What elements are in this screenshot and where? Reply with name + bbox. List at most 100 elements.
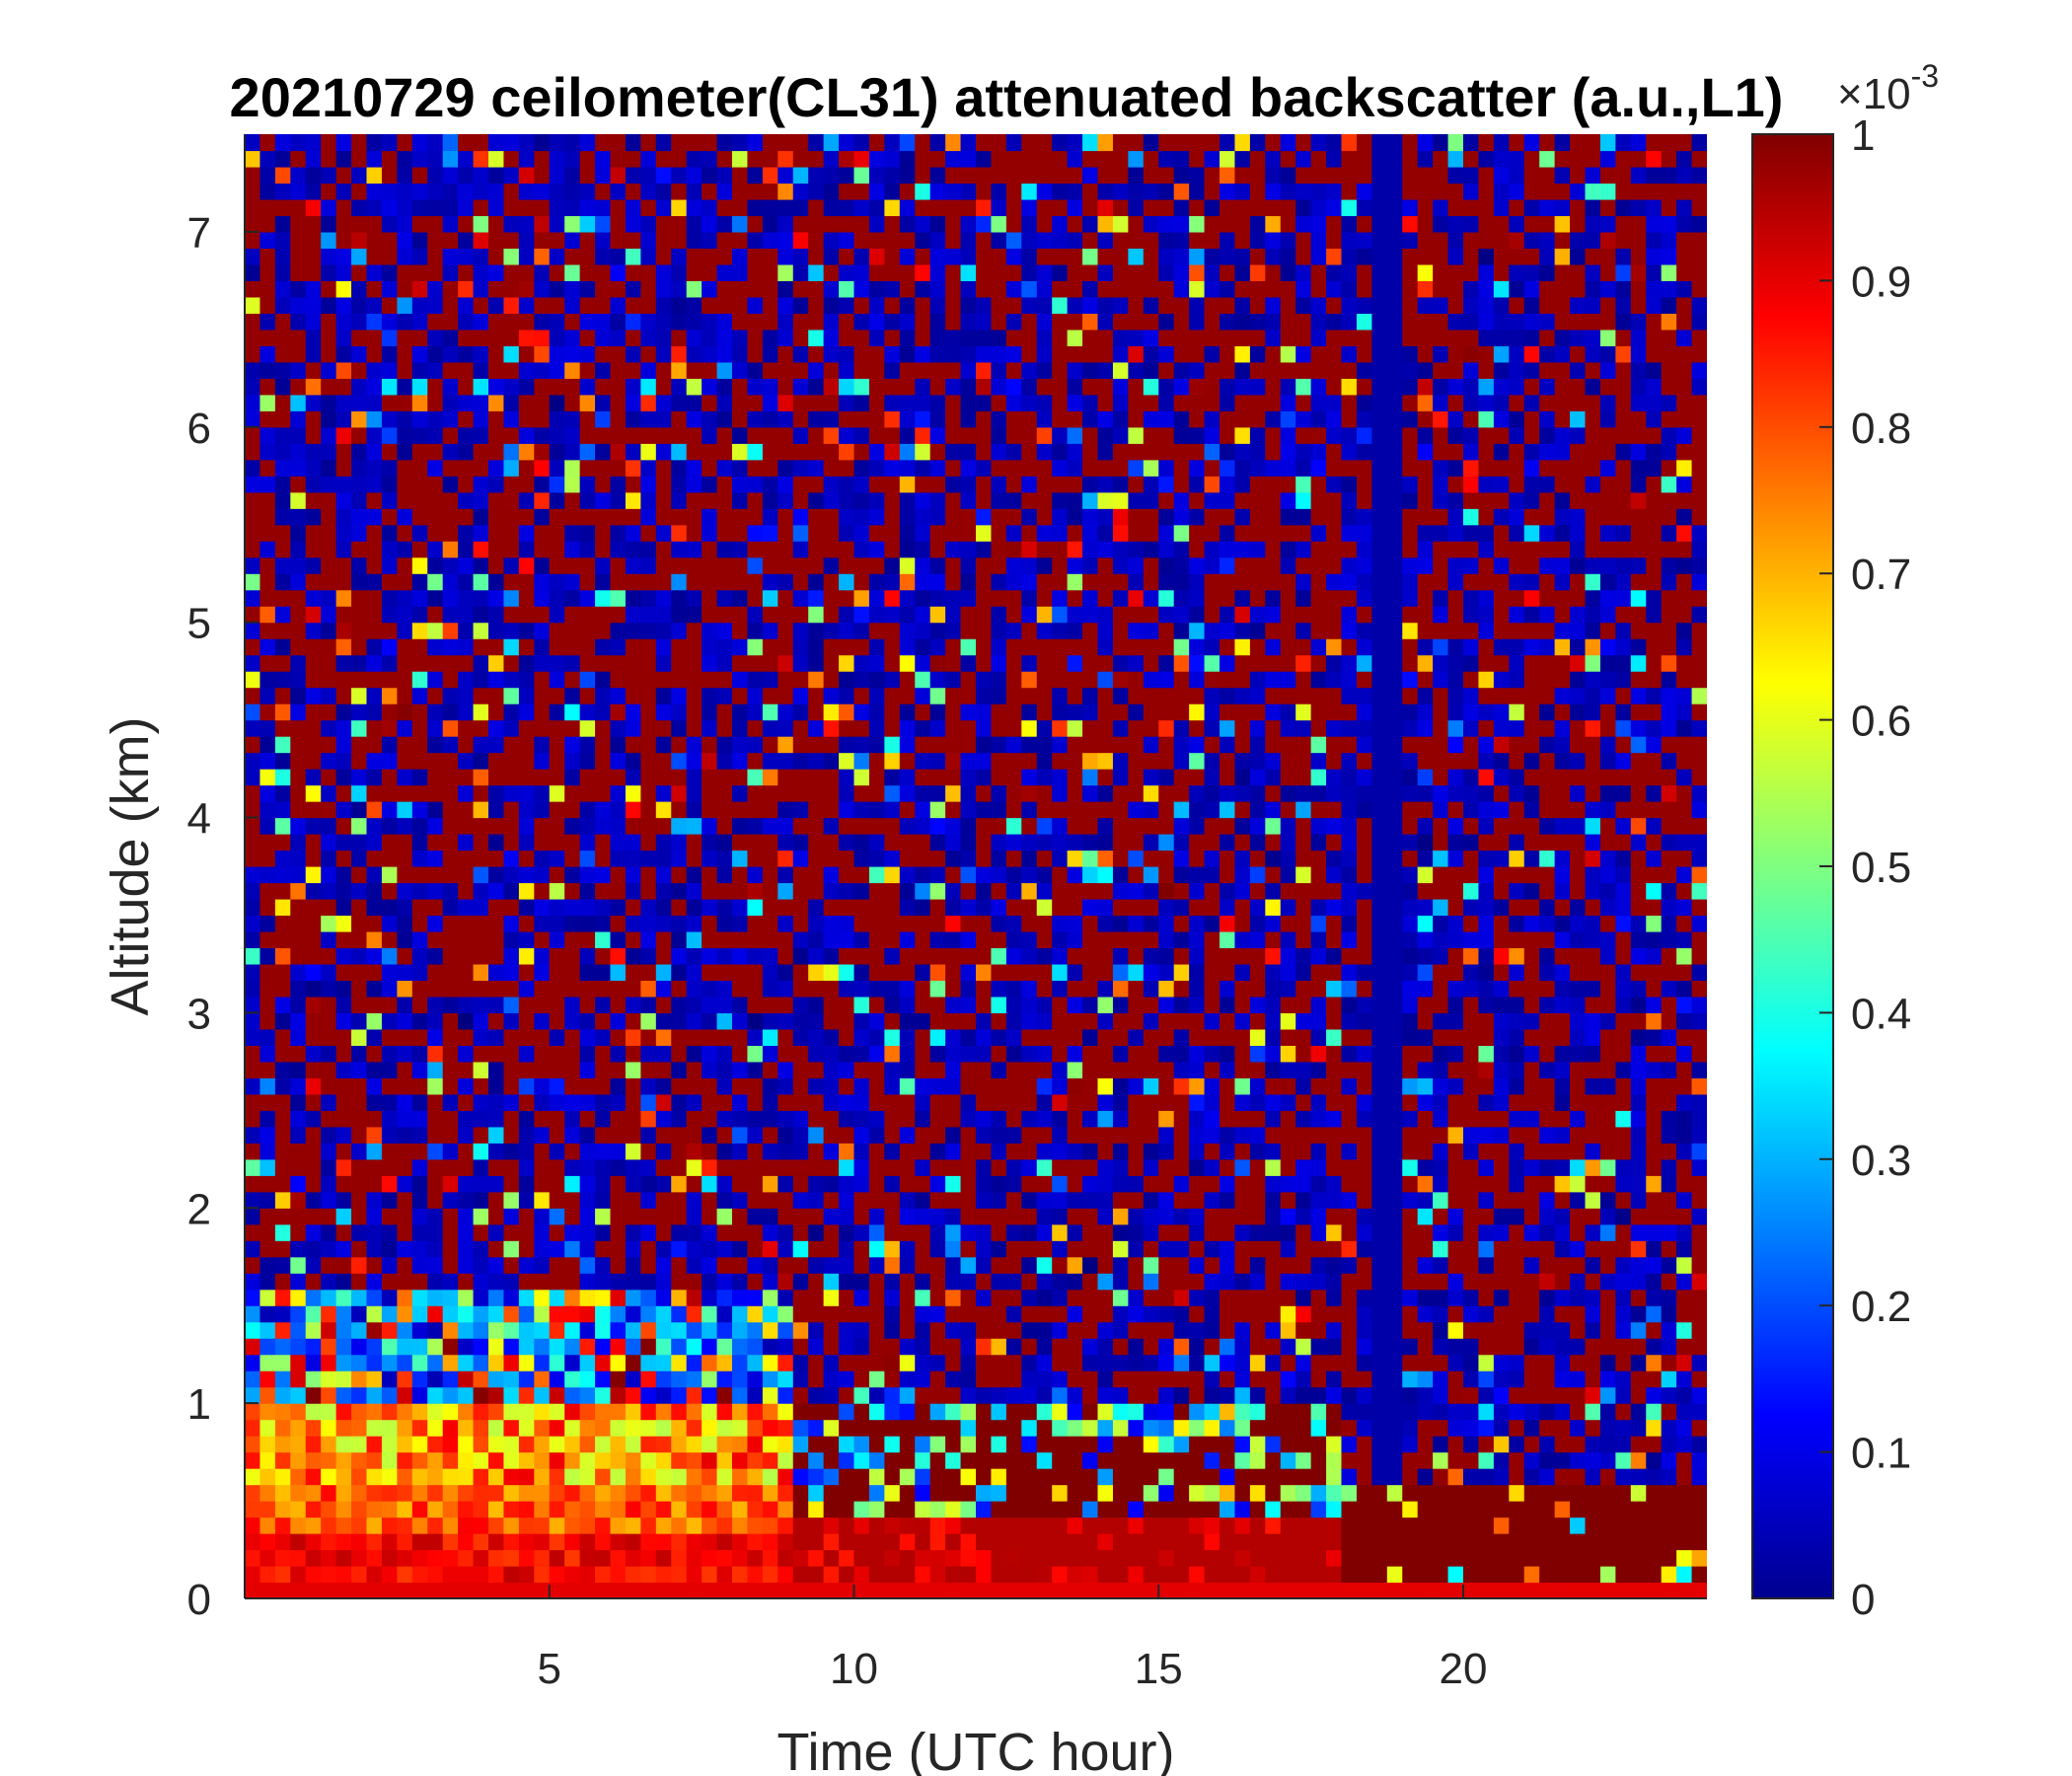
heatmap-cell (747, 930, 764, 949)
heatmap-cell (488, 1175, 505, 1193)
heatmap-cell (716, 1273, 733, 1291)
heatmap-cell (335, 589, 352, 607)
heatmap-cell (792, 703, 809, 721)
heatmap-cell (442, 980, 459, 998)
heatmap-cell (534, 980, 551, 998)
heatmap-cell (853, 1110, 870, 1128)
heatmap-cell (473, 1419, 489, 1437)
heatmap-cell (518, 1484, 535, 1502)
heatmap-cell (518, 769, 535, 786)
heatmap-cell (655, 784, 672, 802)
heatmap-cell (305, 166, 322, 185)
heatmap-cell (290, 183, 307, 200)
heatmap-cell (473, 1566, 489, 1584)
heatmap-cell (868, 589, 885, 607)
heatmap-cell (335, 1158, 352, 1176)
heatmap-cell (335, 361, 352, 379)
heatmap-cell (335, 719, 352, 737)
heatmap-cell (716, 1338, 733, 1356)
heatmap-cell (625, 1517, 641, 1534)
heatmap-cell (915, 296, 931, 314)
heatmap-cell (853, 443, 870, 461)
heatmap-cell (1005, 215, 1022, 233)
heatmap-cell (305, 150, 322, 168)
heatmap-cell (777, 1158, 794, 1176)
heatmap-cell (732, 524, 749, 542)
heatmap-cell (442, 752, 459, 770)
heatmap-cell (595, 263, 612, 281)
heatmap-cell (610, 1468, 627, 1486)
heatmap-cell (1005, 817, 1022, 835)
heatmap-cell (732, 541, 749, 558)
heatmap-cell (732, 1110, 749, 1128)
heatmap-cell (716, 378, 733, 396)
heatmap-cell (915, 150, 931, 168)
heatmap-cell (747, 361, 764, 379)
heatmap-cell (625, 1110, 641, 1128)
heatmap-cell (321, 850, 337, 867)
heatmap-cell (1005, 752, 1022, 770)
heatmap-cell (1067, 1028, 1083, 1046)
heatmap-cell (245, 671, 261, 689)
heatmap-cell (747, 183, 764, 200)
heatmap-cell (259, 947, 276, 965)
heatmap-cell (899, 817, 916, 835)
heatmap-cell (839, 524, 855, 542)
heatmap-cell (960, 1077, 977, 1095)
heatmap-cell (823, 1175, 840, 1193)
heatmap-cell (579, 1419, 596, 1437)
heatmap-cell (1021, 671, 1038, 689)
heatmap-cell (503, 378, 520, 396)
heatmap-cell (274, 996, 291, 1013)
heatmap-cell (960, 915, 977, 932)
heatmap-cell (777, 443, 794, 461)
heatmap-cell (1005, 459, 1022, 477)
heatmap-cell (305, 850, 322, 867)
heatmap-cell (245, 248, 261, 265)
heatmap-cell (762, 930, 778, 949)
heatmap-cell (397, 1289, 413, 1306)
heatmap-cell (1005, 1484, 1022, 1502)
heatmap-cell (686, 1566, 703, 1584)
heatmap-cell (823, 1028, 840, 1046)
heatmap-cell (823, 638, 840, 656)
heatmap-cell (335, 459, 352, 477)
heatmap-cell (792, 1436, 809, 1453)
heatmap-cell (518, 1403, 535, 1421)
heatmap-cell (792, 1289, 809, 1306)
heatmap-cell (808, 834, 825, 851)
heatmap-cell (411, 996, 428, 1013)
heatmap-cell (259, 1501, 276, 1518)
heatmap-cell (1005, 1549, 1022, 1567)
heatmap-cell (351, 1549, 368, 1567)
heatmap-cell (503, 1143, 520, 1160)
heatmap-cell (564, 524, 581, 542)
heatmap-cell (549, 198, 565, 217)
heatmap-cell (1036, 1338, 1053, 1356)
heatmap-cell (839, 183, 855, 200)
heatmap-cell (549, 915, 565, 932)
heatmap-cell (534, 1061, 551, 1078)
heatmap-cell (702, 947, 718, 965)
heatmap-cell (868, 1436, 885, 1453)
heatmap-cell (1082, 1289, 1099, 1306)
heatmap-cell (458, 947, 475, 965)
heatmap-cell (1021, 263, 1038, 281)
heatmap-cell (1005, 1273, 1022, 1291)
heatmap-cell (321, 296, 337, 314)
heatmap-cell (823, 1061, 840, 1078)
heatmap-cell (579, 524, 596, 542)
heatmap-cell (747, 947, 764, 965)
heatmap-cell (1005, 915, 1022, 932)
heatmap-cell (473, 654, 489, 672)
heatmap-cell (411, 296, 428, 314)
heatmap-cell (945, 654, 962, 672)
heatmap-cell (549, 150, 565, 168)
heatmap-cell (595, 1338, 612, 1356)
heatmap-cell (579, 736, 596, 754)
heatmap-cell (397, 1370, 413, 1388)
heatmap-cell (518, 1517, 535, 1534)
heatmap-cell (1021, 1126, 1038, 1144)
heatmap-cell (518, 1061, 535, 1078)
heatmap-cell (321, 606, 337, 624)
